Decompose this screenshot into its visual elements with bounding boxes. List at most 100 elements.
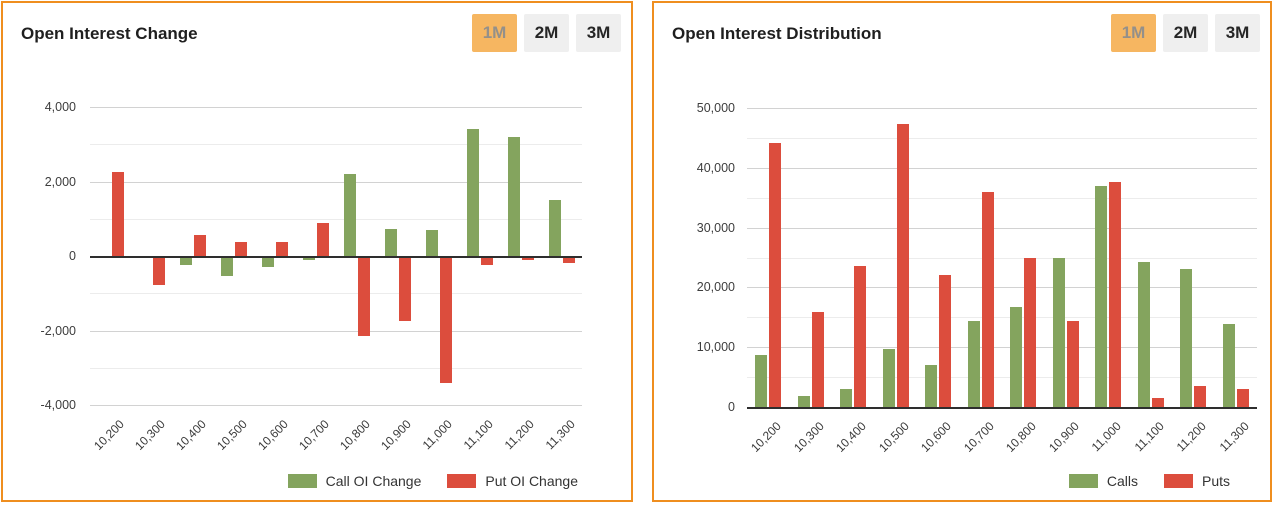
x-axis-tick-label: 11,300 (1216, 419, 1252, 455)
x-axis-tick-label: 10,700 (960, 419, 997, 455)
puts-bar-11-100[interactable] (1151, 398, 1164, 407)
y-axis-tick-label: 2,000 (44, 174, 76, 189)
y-axis-tick-label: -2,000 (40, 323, 76, 338)
puts-bar-11-000[interactable] (1109, 181, 1122, 407)
put-oi-change-bar-10-700[interactable] (316, 222, 329, 256)
timeframe-button-3m[interactable]: 3M (576, 14, 621, 52)
x-axis-tick-label: 10,700 (295, 417, 332, 453)
puts-swatch-icon (1163, 474, 1193, 488)
put-oi-change-bar-11-300[interactable] (562, 256, 575, 264)
puts-bar-10-700[interactable] (981, 192, 994, 407)
x-axis-tick-label: 10,900 (377, 417, 414, 453)
panel-title-oi-change: Open Interest Change (21, 24, 198, 43)
put-oi-change-bar-10-400[interactable] (193, 234, 206, 256)
gridline (747, 377, 1257, 379)
y-axis-tick-label: 40,000 (696, 160, 735, 175)
puts-bar-10-600[interactable] (939, 274, 952, 407)
x-axis-line (90, 256, 582, 258)
panel-open-interest-change: Open Interest Change 1M 2M 3M -4,000 -2,000… (1, 1, 633, 502)
calls-bar-10-300[interactable] (797, 396, 810, 407)
puts-bar-11-200[interactable] (1194, 386, 1207, 407)
legend-item-put-oi-change[interactable]: Put OI Change (447, 473, 578, 489)
y-axis-tick-label: 0 (728, 400, 735, 414)
put-oi-change-bar-10-900[interactable] (398, 256, 411, 321)
x-axis-tick-label: 11,200 (501, 417, 537, 453)
x-axis-tick-label: 11,300 (542, 417, 578, 453)
put-oi-change-bar-11-100[interactable] (480, 256, 493, 266)
call-oi-change-bar-10-900[interactable] (384, 228, 397, 256)
puts-bar-10-200[interactable] (769, 142, 782, 407)
legend-item-calls[interactable]: Calls (1068, 473, 1138, 489)
x-axis-tick-label: 11,200 (1173, 419, 1210, 455)
put-oi-change-bar-11-000[interactable] (439, 256, 452, 383)
timeframe-button-2m[interactable]: 2M (524, 14, 569, 52)
calls-bar-10-200[interactable] (755, 354, 768, 407)
calls-bar-10-500[interactable] (882, 348, 895, 407)
put-oi-change-bar-10-300[interactable] (152, 256, 165, 286)
legend-item-call-oi-change[interactable]: Call OI Change (287, 473, 422, 489)
calls-bar-11-200[interactable] (1180, 269, 1193, 407)
calls-bar-10-800[interactable] (1010, 306, 1023, 407)
put-oi-change-bar-10-500[interactable] (234, 241, 247, 256)
x-axis-tick-label: 11,100 (1131, 419, 1167, 455)
calls-bar-10-700[interactable] (967, 320, 980, 407)
legend-item-puts[interactable]: Puts (1163, 473, 1230, 489)
timeframe-button-1m[interactable]: 1M (1111, 14, 1156, 52)
y-axis-tick-label: 10,000 (696, 340, 735, 355)
x-axis-tick-label: 10,600 (918, 419, 955, 455)
gridline (747, 167, 1257, 169)
put-oi-change-bar-10-600[interactable] (275, 241, 288, 256)
gridline (747, 317, 1257, 319)
y-axis-tick-label: 4,000 (44, 100, 76, 114)
puts-bar-11-300[interactable] (1236, 389, 1249, 407)
call-oi-change-bar-11-200[interactable] (507, 136, 520, 256)
calls-bar-10-600[interactable] (925, 364, 938, 407)
legend-label: Call OI Change (325, 473, 422, 489)
put-oi-change-bar-11-200[interactable] (521, 256, 534, 261)
call-oi-change-bar-11-000[interactable] (425, 229, 438, 256)
timeframe-button-1m[interactable]: 1M (472, 14, 517, 52)
legend-label: Puts (1201, 473, 1230, 489)
put-oi-change-bar-10-200[interactable] (111, 172, 124, 256)
x-axis-tick-label: 10,400 (172, 417, 209, 453)
calls-bar-11-000[interactable] (1095, 185, 1108, 407)
puts-bar-10-800[interactable] (1024, 257, 1037, 407)
call-oi-change-bar-11-100[interactable] (466, 129, 479, 256)
legend-label: Calls (1106, 473, 1138, 489)
calls-bar-11-300[interactable] (1222, 324, 1235, 407)
y-axis-tick-label: 0 (69, 249, 76, 263)
x-axis-tick-label: 10,800 (1003, 419, 1040, 455)
put-oi-change-swatch-icon (447, 474, 477, 488)
y-axis-tick-label: 20,000 (696, 280, 735, 295)
puts-bar-10-500[interactable] (896, 124, 909, 407)
chart-legend: Call OI Change Put OI Change (287, 473, 578, 489)
put-oi-change-bar-10-800[interactable] (357, 256, 370, 337)
y-axis-tick-label: -4,000 (40, 398, 76, 412)
x-axis-tick-label: 10,500 (213, 417, 250, 453)
puts-bar-10-300[interactable] (811, 311, 824, 407)
gridline (747, 137, 1257, 139)
calls-bar-10-900[interactable] (1052, 258, 1065, 407)
gridline (747, 257, 1257, 259)
calls-bar-11-100[interactable] (1137, 262, 1150, 407)
call-oi-change-bar-10-600[interactable] (261, 256, 274, 268)
gridline (90, 367, 582, 369)
panel-title-oi-distribution: Open Interest Distribution (672, 24, 882, 43)
call-oi-change-bar-10-800[interactable] (343, 174, 356, 256)
x-axis-tick-label: 11,000 (419, 417, 455, 453)
timeframe-button-2m[interactable]: 2M (1163, 14, 1208, 52)
calls-bar-10-400[interactable] (840, 389, 853, 407)
puts-bar-10-400[interactable] (854, 265, 867, 407)
x-axis-tick-label: 11,100 (460, 417, 496, 453)
call-oi-change-bar-10-500[interactable] (220, 256, 233, 277)
x-axis-tick-label: 10,400 (833, 419, 870, 455)
timeframe-button-3m[interactable]: 3M (1215, 14, 1260, 52)
call-oi-change-bar-10-400[interactable] (179, 256, 192, 266)
call-oi-change-bar-11-300[interactable] (548, 200, 561, 256)
puts-bar-10-900[interactable] (1066, 321, 1079, 407)
chart-legend: Calls Puts (1068, 473, 1230, 489)
x-axis-tick-label: 10,200 (748, 419, 785, 455)
x-axis-tick-label: 10,600 (254, 417, 291, 453)
gridline (747, 287, 1257, 289)
